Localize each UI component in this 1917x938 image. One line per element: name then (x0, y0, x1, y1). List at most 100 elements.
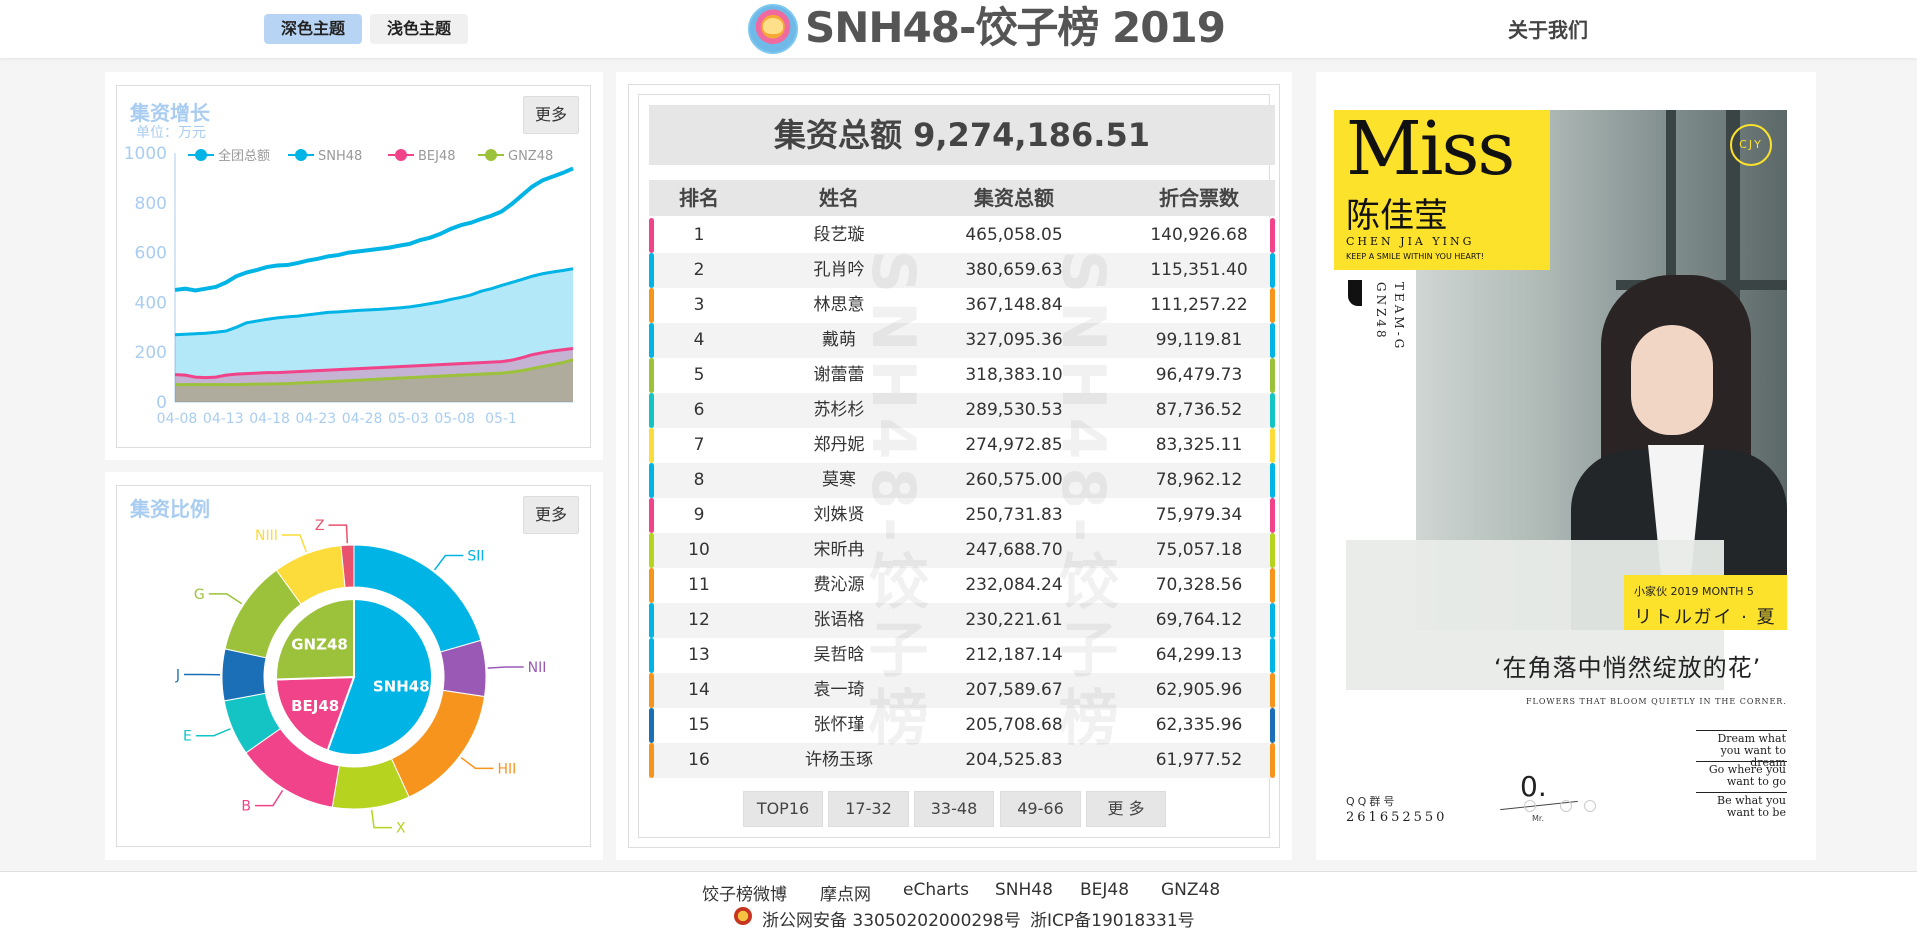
x-tick-label: 04-28 (342, 411, 383, 427)
site-title[interactable]: SNH48-饺子榜 2019 (805, 3, 1226, 52)
x-tick-label: 05-03 (388, 411, 429, 427)
footer-link-snh48[interactable]: SNH48 (995, 880, 1053, 900)
row-name[interactable]: 戴萌 (822, 330, 856, 350)
x-tick-label: 04-08 (157, 411, 198, 427)
row-color-bar (649, 358, 654, 393)
footer-police-record[interactable]: 浙公网安备 33050202000298号 (762, 911, 1021, 931)
table-row[interactable]: 8 莫寒 260,575.00 78,962.12 (649, 463, 1275, 498)
about-us-link[interactable]: 关于我们 (1508, 18, 1588, 42)
row-name[interactable]: 孔肖吟 (813, 260, 865, 280)
table-row[interactable]: 14 袁一琦 207,589.67 62,905.96 (649, 673, 1275, 708)
row-color-bar (649, 498, 654, 533)
table-row[interactable]: 7 郑丹妮 274,972.85 83,325.11 (649, 428, 1275, 463)
row-rank: 3 (693, 295, 705, 315)
row-color-bar (1270, 253, 1275, 288)
footer-link-gnz48[interactable]: GNZ48 (1161, 880, 1221, 900)
row-name[interactable]: 宋昕冉 (813, 540, 865, 560)
row-name[interactable]: 林思意 (813, 295, 865, 315)
row-color-bar (1270, 533, 1275, 568)
label-leader-line (281, 534, 308, 553)
footer-link-bej48[interactable]: BEJ48 (1080, 880, 1130, 900)
label-leader-line (254, 789, 284, 807)
row-name[interactable]: 谢蕾蕾 (813, 365, 865, 385)
row-name[interactable]: 莫寒 (822, 470, 856, 490)
row-votes: 140,926.68 (1150, 225, 1248, 245)
row-name[interactable]: 张语格 (813, 610, 865, 630)
ratio-more-button[interactable]: 更多 (523, 496, 579, 534)
row-name[interactable]: 苏杉杉 (813, 400, 865, 420)
table-row[interactable]: 3 林思意 367,148.84 111,257.22 (649, 288, 1275, 323)
poster-mr-label: Mr. (1532, 814, 1544, 823)
row-color-bar (1270, 428, 1275, 463)
table-row[interactable]: 15 张怀瑾 205,708.68 62,335.96 (649, 708, 1275, 743)
page-top16-button[interactable]: TOP16 (743, 791, 823, 827)
row-color-bar (649, 603, 654, 638)
table-row[interactable]: 16 许杨玉琢 204,525.83 61,977.52 (649, 743, 1275, 778)
table-row[interactable]: 2 孔肖吟 380,659.63 115,351.40 (649, 253, 1275, 288)
row-color-bar (649, 708, 654, 743)
table-row[interactable]: 4 戴萌 327,095.36 99,119.81 (649, 323, 1275, 358)
row-name[interactable]: 费沁源 (813, 575, 865, 595)
row-votes: 61,977.52 (1155, 750, 1243, 770)
row-name[interactable]: 吴哲晗 (813, 645, 865, 665)
row-amount: 250,731.83 (965, 505, 1063, 525)
row-rank: 15 (688, 715, 710, 735)
x-tick-label: 05-1 (485, 411, 517, 427)
series-line-bej48 (174, 346, 574, 380)
row-votes: 75,057.18 (1155, 540, 1243, 560)
table-row[interactable]: 13 吴哲晗 212,187.14 64,299.13 (649, 638, 1275, 673)
header-amount: 集资总额 (974, 186, 1054, 210)
poster-team: TEAM-G (1392, 282, 1406, 352)
footer-icp-record[interactable]: 浙ICP备19018331号 (1030, 911, 1195, 931)
footer-link-echarts[interactable]: eCharts (903, 880, 970, 900)
table-row[interactable]: 6 苏杉杉 289,530.53 87,736.52 (649, 393, 1275, 428)
row-name[interactable]: 袁一琦 (813, 680, 865, 700)
row-name[interactable]: 许杨玉琢 (805, 750, 873, 770)
dark-theme-button[interactable]: 深色主题 (264, 14, 363, 44)
legend-label: GNZ48 (508, 149, 553, 164)
inner-slice-label: GNZ48 (291, 636, 348, 654)
header-name: 姓名 (819, 186, 859, 210)
footer-link-weibo[interactable]: 饺子榜微博 (702, 885, 787, 905)
row-color-bar (649, 253, 654, 288)
table-row[interactable]: 1 段艺璇 465,058.05 140,926.68 (649, 218, 1275, 253)
page-17-32-button[interactable]: 17-32 (828, 791, 909, 827)
legend-label: 全团总额 (218, 148, 270, 164)
x-tick-label: 04-13 (203, 411, 244, 427)
row-votes: 87,736.52 (1155, 400, 1243, 420)
legend-label: BEJ48 (418, 149, 456, 164)
member-poster[interactable]: Miss 陈佳莹 CHEN JIA YING KEEP A SMILE WITH… (1334, 110, 1787, 830)
table-row[interactable]: 9 刘姝贤 250,731.83 75,979.34 (649, 498, 1275, 533)
table-row[interactable]: 11 费沁源 232,084.24 70,328.56 (649, 568, 1275, 603)
row-rank: 14 (688, 680, 710, 700)
outer-slice-label: HII (497, 761, 516, 777)
poster-dream-2: Go where you want to go (1708, 763, 1786, 788)
growth-more-button[interactable]: 更多 (523, 96, 579, 134)
row-name[interactable]: 段艺璇 (813, 225, 865, 245)
label-leader-line (195, 728, 231, 737)
row-name[interactable]: 刘姝贤 (813, 505, 865, 525)
footer-link-modian[interactable]: 摩点网 (820, 885, 871, 905)
row-amount: 212,187.14 (965, 645, 1063, 665)
row-rank: 9 (693, 505, 705, 525)
page-33-48-button[interactable]: 33-48 (914, 791, 994, 827)
row-amount: 318,383.10 (965, 365, 1063, 385)
row-name[interactable]: 张怀瑾 (813, 715, 865, 735)
poster-qq-label: QQ群号 (1346, 795, 1398, 808)
page-more-button[interactable]: 更 多 (1086, 791, 1166, 827)
row-rank: 4 (693, 330, 705, 350)
table-row[interactable]: 5 谢蕾蕾 318,383.10 96,479.73 (649, 358, 1275, 393)
row-color-bar (649, 638, 654, 673)
row-color-bar (1270, 603, 1275, 638)
page-49-66-button[interactable]: 49-66 (1000, 791, 1081, 827)
row-color-bar (649, 673, 654, 708)
row-rank: 12 (688, 610, 710, 630)
header: 深色主题 浅色主题 SNH48-饺子榜 2019 关于我们 (0, 0, 1917, 58)
row-name[interactable]: 郑丹妮 (813, 435, 865, 455)
table-row[interactable]: 10 宋昕冉 247,688.70 75,057.18 (649, 533, 1275, 568)
table-row[interactable]: 12 张语格 230,221.61 69,764.12 (649, 603, 1275, 638)
row-color-bar (1270, 743, 1275, 778)
ratio-donut-chart: SNH48 BEJ48 GNZ48 SII NII HII X B E J G NIII Z (175, 518, 547, 836)
dumpling-logo-icon[interactable] (748, 4, 798, 54)
light-theme-button[interactable]: 浅色主题 (370, 14, 469, 44)
